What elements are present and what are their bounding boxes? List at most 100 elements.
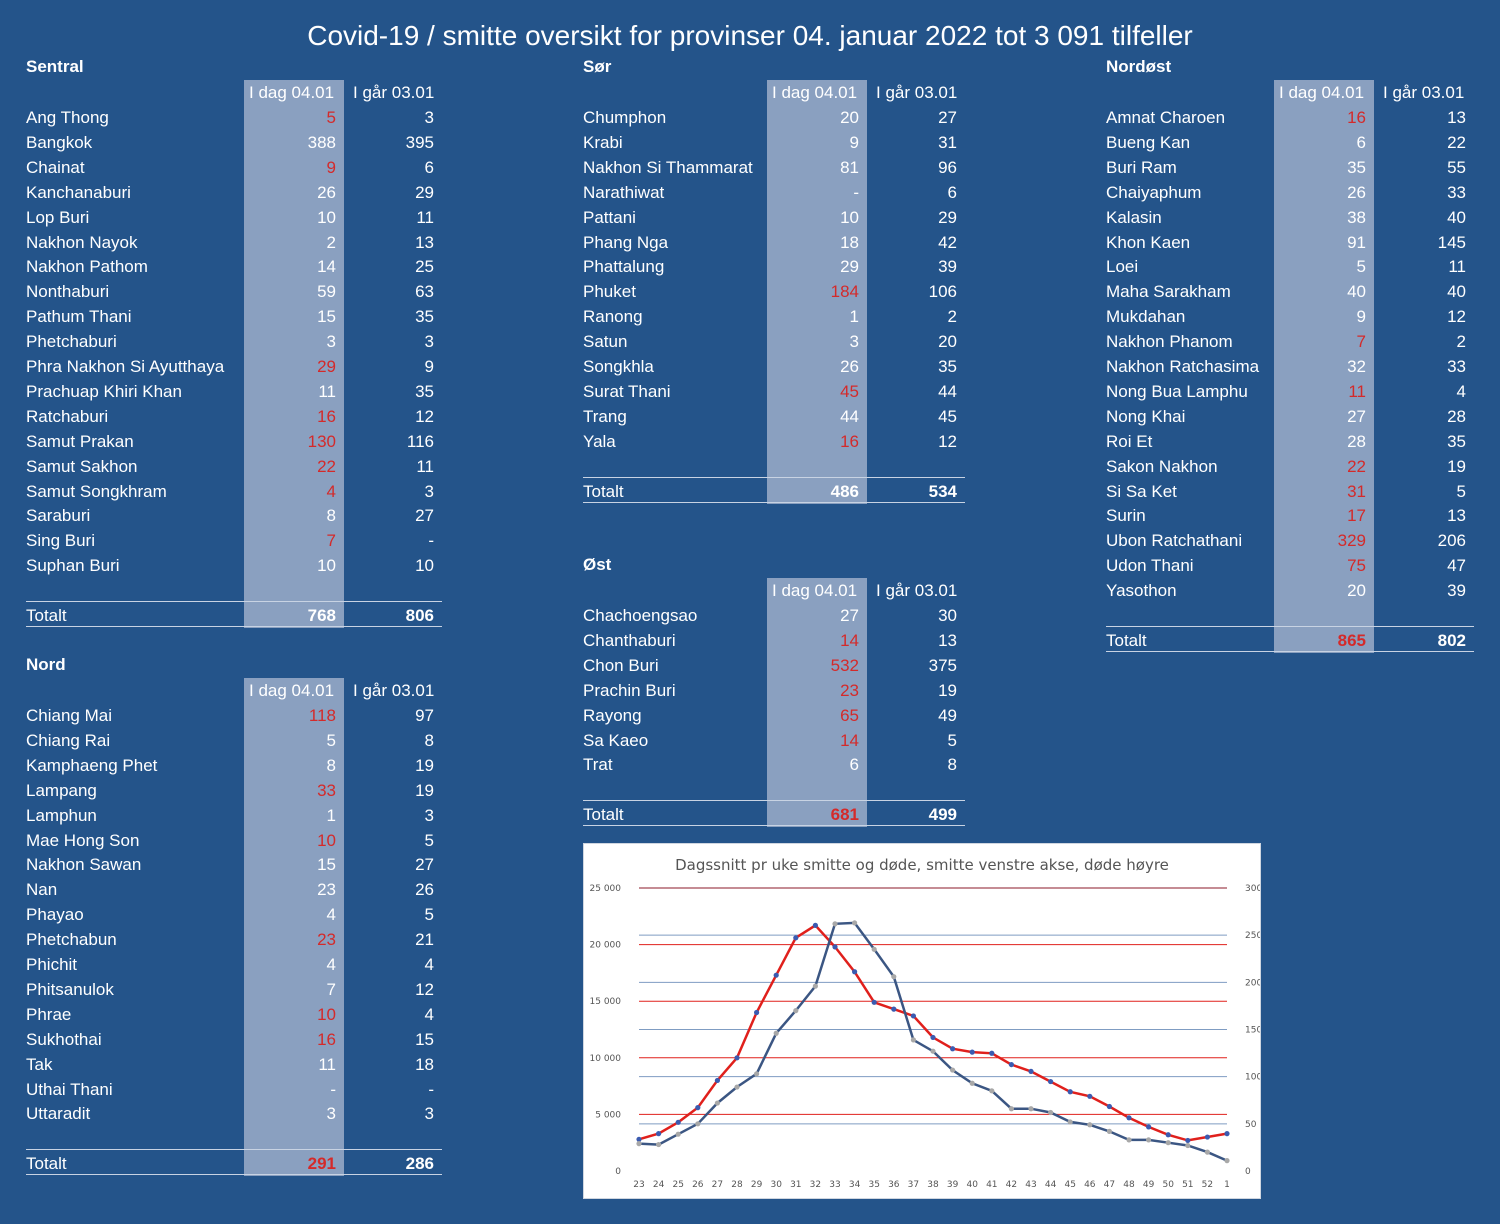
deaths-data-point	[1146, 1137, 1152, 1143]
total-divider	[1106, 625, 1474, 627]
today-value: 27	[1347, 406, 1366, 426]
yesterday-value: 3	[424, 332, 434, 352]
province-name: Chiang Mai	[26, 706, 112, 725]
today-value: 17	[1347, 506, 1366, 526]
yesterday-value: 145	[1437, 232, 1466, 252]
cases-data-point	[891, 1006, 897, 1012]
yesterday-value: 13	[1447, 108, 1466, 127]
table-row: Saraburi 8 27	[26, 503, 442, 528]
table-row: Nan 23 26	[26, 877, 442, 902]
province-name: Phetchaburi	[26, 332, 117, 352]
total-underline	[26, 626, 442, 627]
x-tick-label: 30	[770, 1180, 782, 1190]
x-tick-label: 31	[790, 1180, 801, 1190]
table-row: Mae Hong Son 10 5	[26, 828, 442, 853]
table-row: Ubon Ratchathani 329 206	[1106, 528, 1474, 553]
yesterday-value: 6	[947, 182, 957, 202]
x-tick-label: 28	[731, 1180, 743, 1190]
table-row: Phichit 4 4	[26, 952, 442, 977]
column-header-today: I dag 04.01	[249, 83, 335, 102]
table-row: Lampang 33 19	[26, 778, 442, 803]
table-row: Nakhon Pathom 14 25	[26, 254, 442, 279]
today-column-shade	[244, 678, 344, 1177]
page-title: Covid-19 / smitte oversikt for provinser…	[307, 20, 1193, 51]
today-value: 3	[326, 1104, 336, 1124]
x-tick-label: 29	[751, 1180, 763, 1190]
table-row: Pattani 10 29	[583, 205, 965, 230]
table-row: Nakhon Phanom 7 2	[1106, 329, 1474, 354]
x-tick-label: 45	[1064, 1180, 1075, 1190]
today-value: 23	[317, 930, 336, 950]
cases-data-point	[656, 1131, 662, 1137]
today-value: 14	[317, 257, 336, 277]
table-row: Ratchaburi 16 12	[26, 404, 442, 429]
province-name: Ang Thong	[26, 108, 109, 127]
province-name: Phichit	[26, 955, 78, 974]
cases-data-point	[1224, 1131, 1230, 1137]
yesterday-value: 18	[415, 1054, 434, 1074]
yesterday-value: 27	[415, 506, 434, 526]
today-value: 16	[317, 406, 336, 426]
yesterday-value: 6	[424, 157, 434, 177]
today-value: 22	[317, 456, 336, 476]
table-row: Surat Thani 45 44	[583, 379, 965, 404]
chart-panel: Dagssnitt pr uke smitte og døde, smitte …	[583, 843, 1261, 1199]
cases-data-point	[1204, 1134, 1210, 1140]
today-value: 2	[326, 232, 336, 252]
table-row: Trat 6 8	[583, 752, 965, 777]
x-tick-label: 38	[927, 1180, 939, 1190]
yesterday-value: 49	[938, 705, 957, 725]
province-name: Tak	[26, 1054, 53, 1074]
total-underline	[583, 501, 965, 503]
table-row: Prachuap Khiri Khan 11 35	[26, 379, 442, 404]
x-tick-label: 27	[712, 1180, 723, 1190]
province-name: Chainat	[26, 157, 85, 177]
table-row: Bangkok 388 395	[26, 130, 442, 155]
today-value: 20	[840, 108, 859, 127]
yesterday-value: 3	[424, 1104, 434, 1124]
yesterday-value: 13	[938, 630, 957, 650]
yesterday-value: 5	[1456, 481, 1466, 501]
province-name: Lop Buri	[26, 207, 90, 227]
table-row: Nonthaburi 59 63	[26, 279, 442, 304]
cases-data-point	[989, 1050, 995, 1056]
x-tick-label: 46	[1084, 1180, 1096, 1190]
yesterday-value: 55	[1447, 157, 1466, 177]
today-value: 7	[326, 531, 336, 551]
province-name: Nong Bua Lamphu	[1106, 381, 1248, 401]
today-value: 26	[1347, 182, 1366, 202]
cases-data-point	[636, 1136, 642, 1142]
province-name: Buri Ram	[1106, 157, 1177, 177]
yesterday-value: 27	[415, 855, 434, 875]
table-row: Kalasin 38 40	[1106, 205, 1474, 230]
deaths-data-point	[989, 1088, 995, 1094]
today-value: 329	[1337, 531, 1366, 551]
today-value: 15	[317, 307, 336, 327]
yesterday-value: 35	[1447, 431, 1466, 451]
province-name: Bueng Kan	[1106, 132, 1191, 152]
province-name: Ubon Ratchathani	[1106, 531, 1243, 551]
column-header-yesterday: I går 03.01	[876, 581, 958, 600]
y-left-tick-label: 15 000	[590, 997, 622, 1007]
total-yesterday: 286	[405, 1154, 434, 1174]
today-value: 35	[1347, 157, 1366, 177]
deaths-data-point	[1165, 1140, 1171, 1146]
x-tick-label: 48	[1123, 1180, 1135, 1190]
table-row: Bueng Kan 6 22	[1106, 130, 1474, 155]
province-name: Suphan Buri	[26, 556, 120, 576]
today-value: 10	[317, 1004, 336, 1024]
today-value: 184	[830, 282, 859, 302]
today-value: 10	[840, 207, 859, 227]
yesterday-value: 31	[938, 132, 957, 152]
yesterday-value: 395	[405, 132, 434, 152]
today-value: -	[330, 1079, 336, 1099]
cases-data-point	[1028, 1068, 1034, 1074]
today-value: 5	[326, 108, 336, 127]
province-name: Chaiyaphum	[1106, 182, 1202, 202]
province-name: Ranong	[583, 307, 643, 327]
y-left-tick-label: 25 000	[590, 884, 622, 894]
table-row: Samut Songkhram 4 3	[26, 479, 442, 504]
province-name: Phrae	[26, 1004, 72, 1024]
province-name: Kanchanaburi	[26, 182, 131, 202]
